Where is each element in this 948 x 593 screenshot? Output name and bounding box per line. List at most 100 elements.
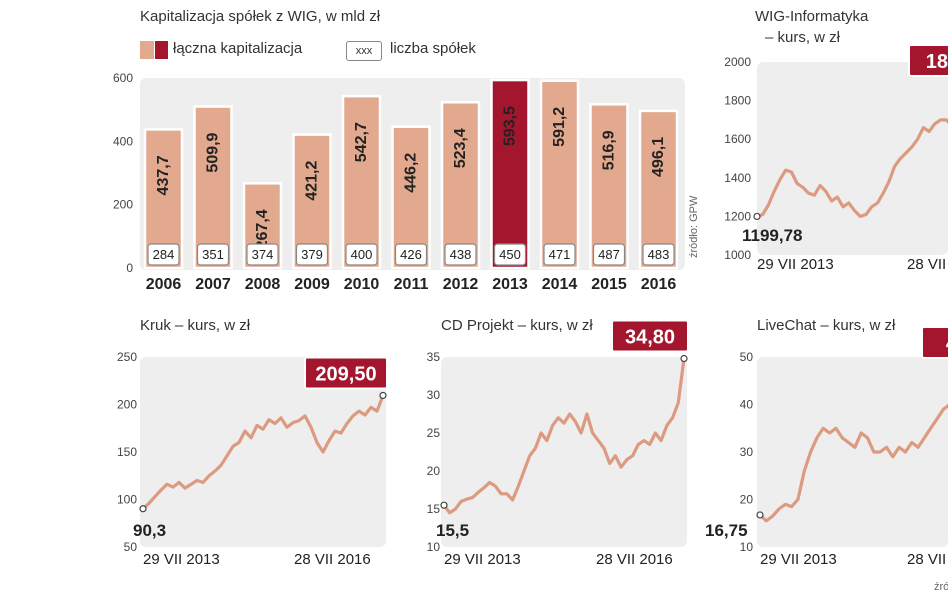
cdp-y-tick-label: 15	[427, 502, 441, 516]
livechat-start-value: 16,75	[705, 521, 748, 540]
kruk-end-value: 209,50	[315, 363, 376, 385]
cdp-x-end-label: 28 VII 2016	[596, 551, 673, 568]
x-tick-label: 2007	[195, 276, 231, 293]
livechat-y-tick-label: 20	[740, 493, 754, 507]
bar-value-label: 591,2	[551, 107, 568, 147]
count-label: 450	[499, 247, 521, 262]
count-label: 471	[549, 247, 571, 262]
x-tick-label: 2011	[394, 276, 429, 293]
cdp-y-tick-label: 10	[427, 540, 441, 554]
bar	[490, 78, 530, 270]
wiginf-end-value: 1860	[926, 51, 948, 73]
x-tick-label: 2010	[344, 276, 380, 293]
wiginf-y-tick-label: 1800	[724, 94, 751, 108]
count-badge	[592, 243, 626, 266]
capitalization-chart-title: Kapitalizacja spółek z WIG, w mld zł	[140, 8, 381, 25]
bar	[440, 101, 481, 270]
bar	[193, 105, 233, 270]
kruk-title: Kruk – kurs, w zł	[140, 317, 251, 334]
kruk-y-tick-label: 100	[117, 493, 137, 507]
livechat-title: LiveChat – kurs, w zł	[757, 317, 896, 334]
livechat-x-start-label: 29 VII 2013	[760, 551, 837, 568]
cdp-start-point	[440, 501, 448, 509]
x-tick-label: 2013	[492, 276, 528, 293]
source-label: źródło: GPW	[688, 195, 700, 258]
bar	[638, 109, 679, 270]
livechat-y-tick-label: 30	[740, 445, 754, 459]
legend-total-label: łączna kapitalizacja	[173, 40, 303, 57]
x-tick-label: 2012	[443, 276, 479, 293]
count-label: 374	[252, 247, 274, 262]
legend-swatch	[140, 41, 168, 59]
x-tick-label: 2016	[641, 276, 677, 293]
count-badge	[543, 243, 576, 266]
kruk-y-tick-label: 250	[117, 350, 137, 364]
count-badge	[444, 243, 477, 266]
livechat-end-badge	[921, 326, 948, 359]
livechat-start-point	[756, 511, 764, 519]
cdp-y-tick-label: 25	[427, 426, 441, 440]
count-label: 400	[351, 247, 373, 262]
y-tick-label: 400	[113, 134, 133, 148]
legend-count-label: liczba spółek	[390, 40, 476, 57]
cdp-x-start-label: 29 VII 2013	[444, 551, 521, 568]
legend-swatch-total	[140, 41, 154, 59]
bar	[341, 94, 382, 270]
cdp-end-value: 34,80	[625, 327, 675, 349]
cdp-start-value: 15,5	[436, 521, 469, 540]
y-tick-label: 600	[113, 71, 133, 85]
kruk-start-value: 90,3	[133, 521, 166, 540]
y-tick-label: 0	[126, 261, 133, 275]
bar-value-label: 421,2	[304, 161, 321, 201]
wiginf-panel	[757, 62, 948, 255]
wiginf-end-badge	[908, 44, 948, 77]
legend-count-box: xxx	[346, 41, 382, 61]
count-label: 351	[202, 247, 224, 262]
kruk-series-line	[141, 394, 385, 510]
count-badge	[295, 243, 329, 266]
wiginf-x-start-label: 29 VII 2013	[757, 256, 834, 273]
x-tick-label: 2015	[591, 276, 627, 293]
kruk-start-point	[139, 505, 147, 513]
cdp-title: CD Projekt – kurs, w zł	[441, 317, 593, 334]
count-label: 426	[400, 247, 422, 262]
x-tick-label: 2009	[294, 276, 330, 293]
kruk-x-start-label: 29 VII 2013	[143, 551, 220, 568]
legend-swatch-highlight	[155, 41, 168, 59]
bar	[589, 103, 629, 270]
bar-value-label: 496,1	[650, 137, 667, 177]
cdp-y-tick-label: 35	[427, 350, 441, 364]
kruk-panel	[140, 357, 386, 547]
wiginf-y-tick-label: 1000	[724, 248, 751, 262]
livechat-y-tick-label: 10	[740, 540, 754, 554]
source-label-short: źró	[934, 581, 948, 593]
bar-value-label: 542,7	[353, 122, 370, 162]
count-label: 438	[450, 247, 472, 262]
kruk-y-tick-label: 50	[124, 540, 138, 554]
x-tick-label: 2006	[146, 276, 182, 293]
livechat-panel	[757, 357, 948, 547]
count-label: 379	[301, 247, 323, 262]
x-tick-label: 2014	[542, 276, 578, 293]
livechat-y-tick-label: 40	[740, 398, 754, 412]
kruk-end-point	[379, 391, 387, 400]
cdp-end-badge	[611, 319, 689, 353]
wiginf-y-tick-label: 1600	[724, 132, 751, 146]
livechat-end-value: 42	[946, 333, 948, 355]
wiginf-y-tick-label: 2000	[724, 55, 751, 69]
kruk-y-tick-label: 150	[117, 445, 137, 459]
count-label: 483	[648, 247, 670, 262]
wiginf-y-tick-label: 1400	[724, 171, 751, 185]
wiginf-y-tick-label: 1200	[724, 209, 751, 223]
livechat-x-end-label: 28 VII 2016	[907, 551, 948, 568]
wiginf-start-value: 1199,78	[742, 226, 803, 245]
count-label: 284	[153, 247, 175, 262]
y-tick-label: 200	[113, 198, 133, 212]
wiginf-series-line	[756, 118, 948, 218]
kruk-end-badge	[304, 356, 388, 390]
bar-value-label: 267,4	[254, 209, 271, 249]
wiginf-start-point	[753, 212, 761, 221]
wiginf-title: WIG-Informatyka	[755, 8, 869, 25]
count-badge	[196, 243, 230, 266]
